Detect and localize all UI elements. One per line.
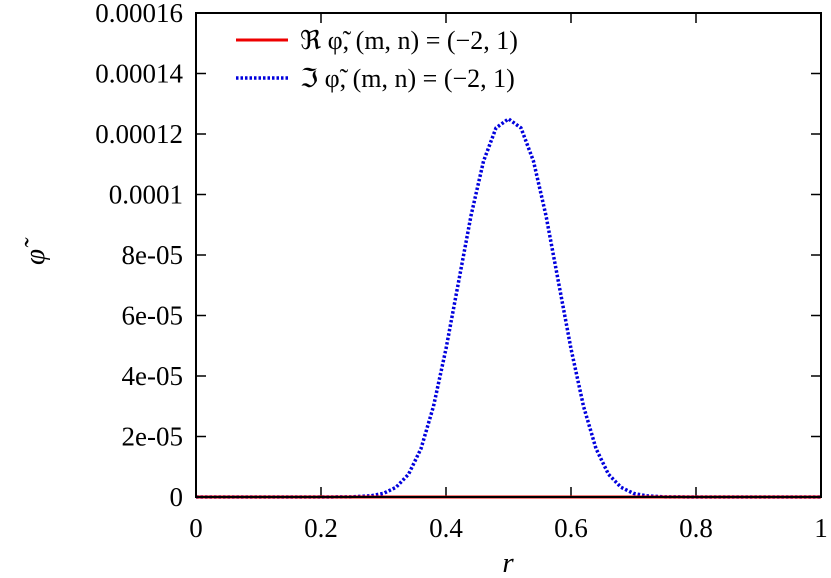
y-axis-ticks: 0 2e-05 4e-05 6e-05 8e-05 0.0001 0.00012 0.0001… [95,0,821,512]
y-tick-label: 2e-05 [122,422,183,452]
y-tick-label: 0.00012 [95,119,183,149]
series-line-2 [196,117,821,499]
y-tick-label: 0.00014 [95,59,183,89]
x-tick-label: 0 [189,513,203,543]
plot-frame [195,12,822,498]
y-tick-label: 0.0001 [109,180,183,210]
legend-label-2: ℑ φ̃, (m, n) = (−2, 1) [300,64,515,93]
y-axis-label: φ̃ [19,237,51,265]
x-tick-label: 0.6 [554,513,588,543]
x-tick-label: 0.2 [304,513,338,543]
x-axis-ticks: 0 0.2 0.4 0.6 0.8 1 [189,13,828,543]
legend: ℜ φ̃, (m, n) = (−2, 1) ℑ φ̃, (m, n) = (−2… [236,26,518,93]
x-tick-label: 0.4 [429,513,463,543]
y-tick-label: 8e-05 [122,240,183,270]
x-axis-label: r [502,547,514,578]
y-tick-label: 4e-05 [122,361,183,391]
y-tick-label: 6e-05 [122,301,183,331]
y-tick-label: 0.00016 [95,0,183,28]
x-tick-label: 1 [814,513,828,543]
x-tick-label: 0.8 [679,513,713,543]
legend-label-1: ℜ φ̃, (m, n) = (−2, 1) [300,26,518,55]
y-tick-label: 0 [170,482,184,512]
series-layer [196,117,821,499]
